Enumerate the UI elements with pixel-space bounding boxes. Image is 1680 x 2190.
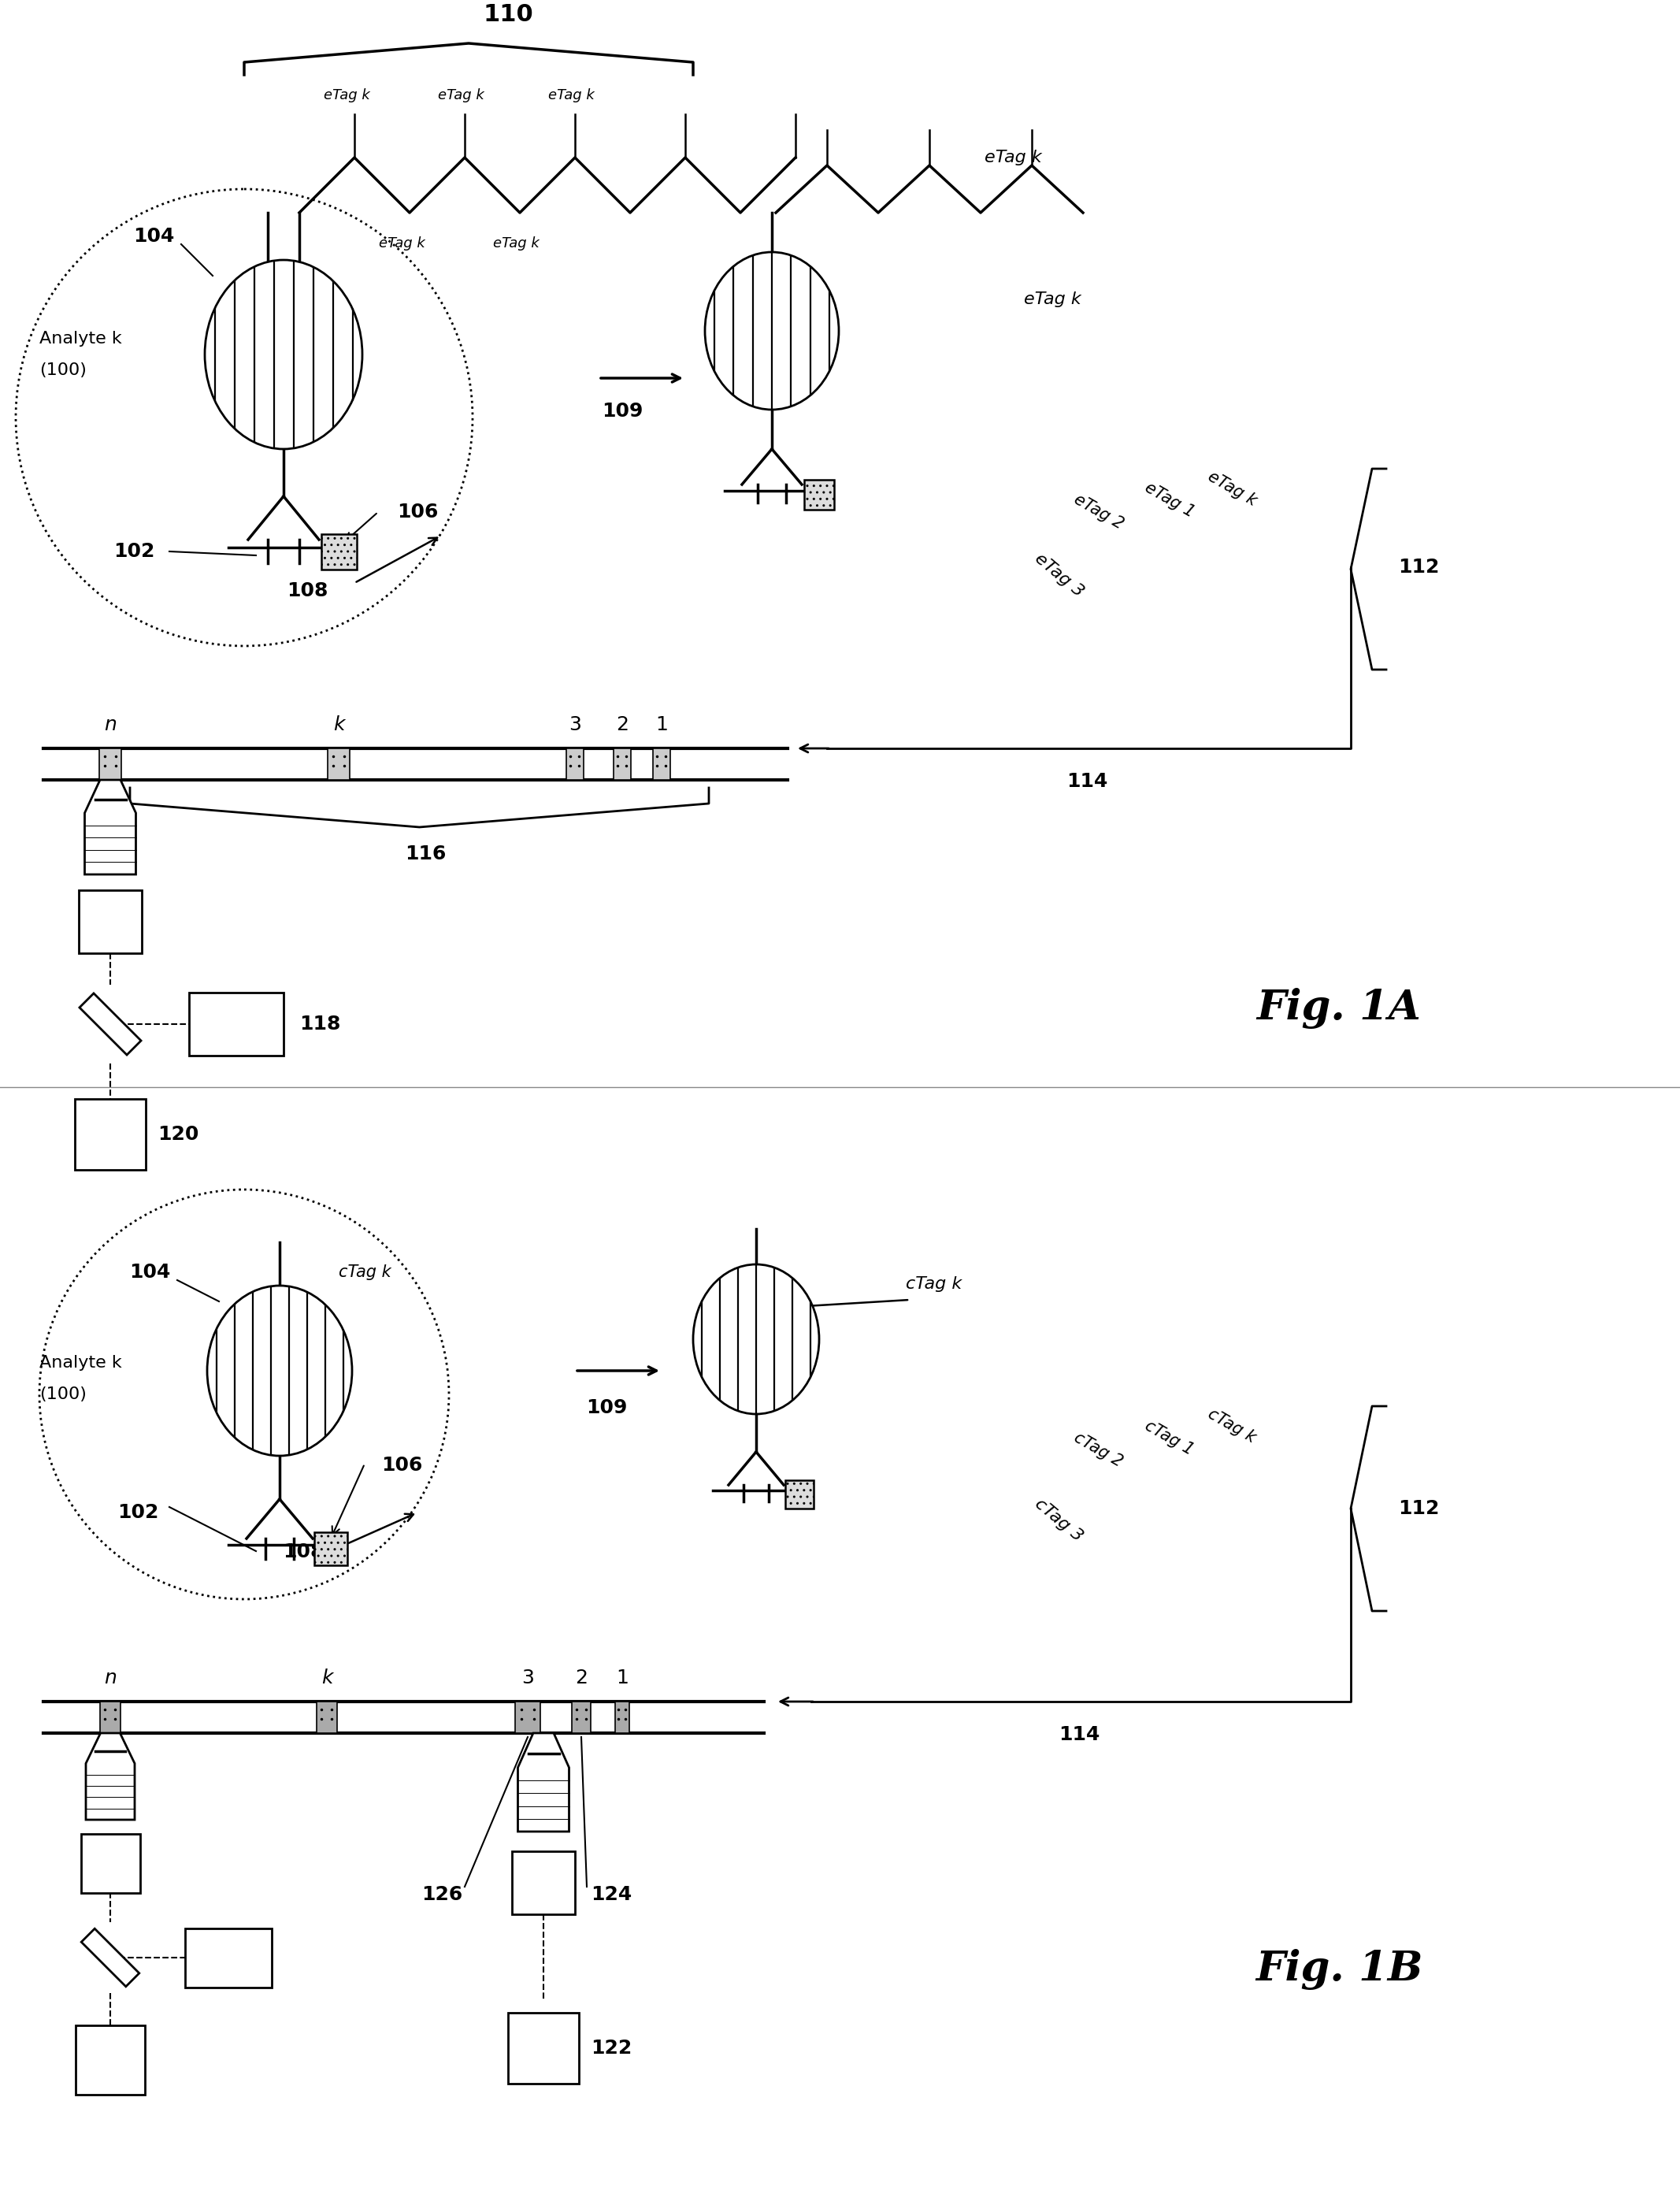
Bar — [516, 1702, 541, 1732]
Text: n: n — [104, 716, 116, 734]
Text: Fig. 1A: Fig. 1A — [1257, 988, 1421, 1029]
Text: cTag 2: cTag 2 — [1072, 1430, 1126, 1469]
Text: 120: 120 — [158, 1126, 198, 1143]
Bar — [316, 1702, 338, 1732]
Text: eTag k: eTag k — [378, 237, 425, 250]
Text: 110: 110 — [482, 2, 533, 26]
Text: 118: 118 — [299, 1014, 341, 1034]
Text: (100): (100) — [39, 1386, 87, 1402]
Text: 124: 124 — [591, 1886, 632, 1903]
Text: 114: 114 — [1067, 773, 1107, 791]
Text: cTag k: cTag k — [1205, 1406, 1258, 1445]
Polygon shape — [86, 1732, 134, 1820]
Text: 108: 108 — [282, 1542, 324, 1561]
Ellipse shape — [205, 261, 363, 449]
Text: 116: 116 — [405, 845, 445, 863]
Bar — [101, 1702, 121, 1732]
Text: Analyte k: Analyte k — [39, 331, 123, 346]
Bar — [99, 749, 121, 780]
Text: 109: 109 — [586, 1397, 627, 1417]
Text: Analyte k: Analyte k — [39, 1356, 123, 1371]
Text: eTag k: eTag k — [492, 237, 539, 250]
Text: eTag k: eTag k — [1205, 469, 1260, 508]
Text: 2: 2 — [575, 1669, 588, 1688]
Text: 112: 112 — [1398, 1500, 1440, 1518]
Bar — [785, 1480, 813, 1509]
Bar — [512, 1851, 575, 1914]
Text: cTag k: cTag k — [339, 1264, 391, 1281]
Text: 109: 109 — [601, 401, 643, 420]
Text: k: k — [333, 716, 344, 734]
Text: eTag 1: eTag 1 — [1142, 480, 1198, 521]
Text: 3: 3 — [570, 716, 581, 734]
Text: (100): (100) — [39, 361, 87, 379]
Bar — [81, 1833, 139, 1892]
Bar — [190, 992, 284, 1056]
Text: eTag k: eTag k — [1023, 291, 1082, 307]
Polygon shape — [84, 780, 136, 874]
Text: 106: 106 — [381, 1456, 422, 1474]
Bar — [76, 1099, 146, 1169]
Text: eTag k: eTag k — [984, 149, 1042, 166]
Text: 104: 104 — [133, 228, 175, 245]
Bar — [566, 749, 583, 780]
Polygon shape — [79, 994, 141, 1056]
Bar — [654, 749, 670, 780]
Text: 2: 2 — [617, 716, 628, 734]
Text: Fig. 1B: Fig. 1B — [1255, 1949, 1423, 1991]
Text: eTag k: eTag k — [548, 88, 595, 103]
Polygon shape — [81, 1929, 139, 1986]
Bar — [321, 534, 356, 569]
Text: 106: 106 — [396, 502, 438, 521]
Bar — [328, 749, 349, 780]
Text: 1: 1 — [617, 1669, 628, 1688]
Ellipse shape — [694, 1264, 820, 1415]
Text: 1: 1 — [655, 716, 669, 734]
Bar — [613, 749, 632, 780]
Text: eTag k: eTag k — [437, 88, 484, 103]
Text: 108: 108 — [287, 580, 328, 600]
Text: 114: 114 — [1058, 1726, 1100, 1743]
Bar — [185, 1927, 272, 1986]
Text: eTag k: eTag k — [324, 88, 370, 103]
Bar — [615, 1702, 630, 1732]
Ellipse shape — [706, 252, 838, 410]
Bar — [805, 480, 833, 510]
Ellipse shape — [207, 1286, 353, 1456]
Text: 122: 122 — [591, 2039, 632, 2059]
Polygon shape — [517, 1732, 570, 1831]
Text: 102: 102 — [118, 1502, 158, 1522]
Text: k: k — [321, 1669, 333, 1688]
Text: cTag 3: cTag 3 — [1032, 1496, 1085, 1544]
Text: 112: 112 — [1398, 558, 1440, 576]
Text: n: n — [104, 1669, 116, 1688]
Bar — [76, 2026, 144, 2094]
Text: 3: 3 — [521, 1669, 534, 1688]
Text: cTag k: cTag k — [906, 1277, 963, 1292]
Bar — [571, 1702, 591, 1732]
Bar — [507, 2013, 580, 2083]
Text: cTag 1: cTag 1 — [1142, 1417, 1196, 1459]
Bar — [314, 1533, 348, 1566]
Text: 102: 102 — [113, 541, 155, 561]
Text: eTag 2: eTag 2 — [1072, 491, 1126, 532]
Bar — [79, 889, 141, 953]
Text: 126: 126 — [422, 1886, 462, 1903]
Text: eTag 3: eTag 3 — [1032, 550, 1087, 600]
Text: 104: 104 — [129, 1264, 170, 1281]
